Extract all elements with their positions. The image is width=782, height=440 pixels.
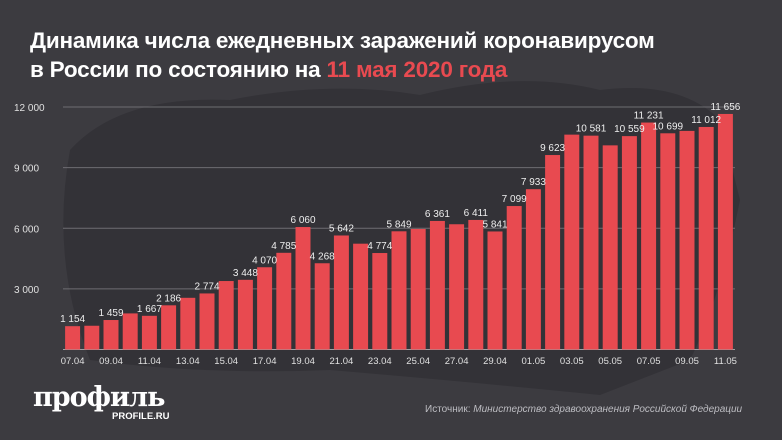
bar bbox=[103, 320, 119, 350]
bar bbox=[257, 267, 273, 350]
x-tick-label: 09.04 bbox=[99, 356, 123, 367]
bar bbox=[295, 227, 311, 350]
x-tick-label: 23.04 bbox=[368, 356, 392, 367]
bar bbox=[564, 134, 580, 350]
bar bbox=[141, 315, 157, 350]
x-tick-label: 07.04 bbox=[61, 356, 85, 367]
bar bbox=[506, 206, 522, 350]
data-label: 5 642 bbox=[329, 223, 354, 234]
x-tick-label: 05.05 bbox=[598, 356, 622, 367]
bar bbox=[391, 231, 407, 350]
y-tick-label: 3 000 bbox=[14, 285, 39, 296]
source-note: Источник: Министерство здравоохранения Р… bbox=[425, 404, 742, 415]
data-label: 5 841 bbox=[482, 219, 507, 230]
x-tick-label: 09.05 bbox=[675, 356, 699, 367]
bar bbox=[353, 243, 369, 350]
bar bbox=[410, 228, 426, 350]
bar bbox=[545, 155, 561, 350]
data-label: 6 411 bbox=[464, 208, 489, 219]
x-tick-label: 29.04 bbox=[483, 356, 507, 367]
bar bbox=[449, 224, 465, 350]
bar bbox=[698, 126, 714, 350]
y-tick-label: 9 000 bbox=[14, 164, 39, 175]
x-tick-label: 27.04 bbox=[445, 356, 469, 367]
data-label: 2 774 bbox=[194, 281, 219, 292]
title-date: 11 мая 2020 года bbox=[326, 57, 508, 82]
chart-title: Динамика числа ежедневных заражений коро… bbox=[30, 26, 655, 84]
bar bbox=[717, 113, 733, 350]
bar bbox=[372, 253, 388, 350]
bar bbox=[525, 189, 541, 350]
bar bbox=[161, 305, 177, 350]
bar bbox=[487, 231, 503, 350]
bar bbox=[602, 145, 618, 350]
x-tick-label: 25.04 bbox=[406, 356, 430, 367]
profile-logo: профиль bbox=[33, 382, 165, 413]
bar bbox=[333, 235, 349, 350]
data-label: 11 656 bbox=[710, 102, 740, 113]
bar bbox=[583, 135, 599, 350]
x-tick-label: 07.05 bbox=[637, 356, 661, 367]
x-tick-label: 21.04 bbox=[330, 356, 354, 367]
data-label: 5 849 bbox=[386, 219, 411, 230]
data-label: 7 099 bbox=[502, 194, 527, 205]
data-label: 4 268 bbox=[310, 251, 335, 262]
data-label: 10 559 bbox=[614, 124, 645, 135]
data-label: 9 623 bbox=[540, 143, 565, 154]
bar bbox=[660, 133, 676, 350]
data-label: 2 186 bbox=[156, 293, 181, 304]
data-label: 3 448 bbox=[233, 268, 258, 279]
title-prefix: в России по состоянию на bbox=[30, 57, 327, 82]
data-label: 4 774 bbox=[367, 241, 392, 252]
x-tick-label: 17.04 bbox=[253, 356, 277, 367]
x-tick-label: 01.05 bbox=[522, 356, 546, 367]
data-label: 6 361 bbox=[425, 209, 450, 220]
x-tick-label: 11.04 bbox=[138, 356, 161, 367]
bar bbox=[314, 263, 330, 350]
x-tick-label: 13.04 bbox=[176, 356, 200, 367]
data-label: 4 070 bbox=[252, 255, 277, 266]
bar bbox=[468, 219, 484, 350]
x-tick-label: 03.05 bbox=[560, 356, 584, 367]
x-tick-label: 15.04 bbox=[214, 356, 238, 367]
bar bbox=[276, 252, 292, 350]
data-label: 1 459 bbox=[98, 308, 123, 319]
bar bbox=[641, 122, 657, 350]
bar bbox=[621, 136, 637, 350]
bar bbox=[237, 279, 253, 350]
bar bbox=[218, 281, 234, 350]
bar bbox=[679, 130, 695, 350]
data-label: 7 933 bbox=[521, 177, 546, 188]
data-label: 1 667 bbox=[137, 304, 162, 315]
y-tick-label: 12 000 bbox=[14, 103, 45, 114]
source-label: Источник: bbox=[425, 404, 471, 415]
bar bbox=[180, 297, 196, 350]
source-text: Министерство здравоохранения Российской … bbox=[470, 404, 743, 415]
data-label: 11 012 bbox=[691, 115, 721, 126]
data-label: 6 060 bbox=[290, 215, 315, 226]
bar bbox=[65, 326, 81, 350]
bar bbox=[122, 313, 138, 350]
bar bbox=[84, 325, 100, 350]
bar bbox=[199, 293, 215, 350]
bar bbox=[429, 220, 445, 350]
data-label: 10 581 bbox=[576, 124, 607, 135]
x-tick-label: 11.05 bbox=[714, 356, 737, 367]
title-line-2: в России по состоянию на 11 мая 2020 год… bbox=[30, 55, 655, 84]
x-tick-label: 19.04 bbox=[291, 356, 315, 367]
data-label: 1 154 bbox=[60, 314, 85, 325]
data-label: 4 785 bbox=[271, 241, 296, 252]
data-label: 11 231 bbox=[634, 111, 664, 122]
y-tick-label: 6 000 bbox=[14, 224, 39, 235]
title-line-1: Динамика числа ежедневных заражений коро… bbox=[30, 28, 655, 53]
data-label: 10 699 bbox=[653, 121, 684, 132]
profile-url: PROFILE.RU bbox=[112, 411, 170, 422]
